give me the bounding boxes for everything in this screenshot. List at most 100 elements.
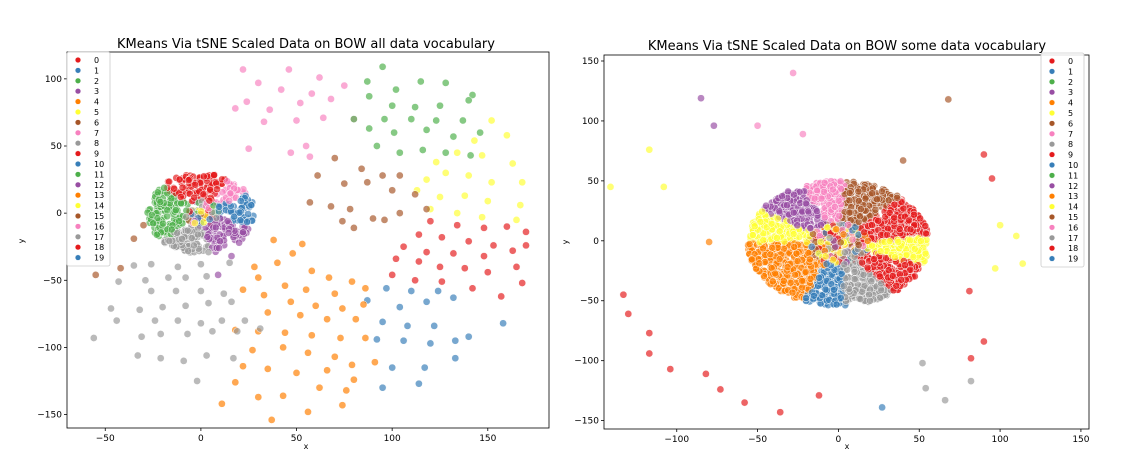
data-point-cluster-7 xyxy=(231,104,240,113)
data-point-cluster-0 xyxy=(464,237,473,246)
data-point-cluster-9 xyxy=(776,408,785,417)
data-point-cluster-14 xyxy=(917,237,925,245)
data-point-cluster-2 xyxy=(464,96,473,105)
data-point-cluster-18 xyxy=(916,214,924,223)
data-point-cluster-4 xyxy=(359,300,368,309)
x-tick-label: 50 xyxy=(291,434,303,444)
data-point-cluster-17 xyxy=(839,282,848,291)
data-point-cluster-13 xyxy=(779,277,788,285)
data-point-cluster-13 xyxy=(863,236,872,245)
data-point-cluster-17 xyxy=(967,377,975,385)
y-tick-label: 150 xyxy=(582,57,599,67)
data-point-cluster-9 xyxy=(888,272,897,280)
data-point-cluster-2 xyxy=(378,62,387,71)
y-ticks: −150 −100 −50 0 50 100 xyxy=(37,75,67,421)
data-point-cluster-12 xyxy=(211,223,220,232)
data-point-cluster-13 xyxy=(839,230,848,239)
data-point-cluster-9 xyxy=(858,258,866,267)
data-point-cluster-2 xyxy=(441,148,450,157)
data-point-cluster-10 xyxy=(235,208,244,217)
data-point-cluster-5 xyxy=(659,183,668,191)
data-point-cluster-13 xyxy=(788,288,797,297)
data-point-cluster-1 xyxy=(373,335,381,344)
data-point-cluster-13 xyxy=(798,283,807,292)
data-point-cluster-1 xyxy=(464,332,473,341)
data-point-cluster-17 xyxy=(877,286,886,294)
data-point-cluster-8 xyxy=(218,316,226,325)
legend-label: 5 xyxy=(1068,109,1073,118)
data-point-cluster-11 xyxy=(152,230,161,239)
data-point-cluster-4 xyxy=(248,346,257,354)
data-point-cluster-10 xyxy=(815,273,823,282)
y-tick-label: 50 xyxy=(588,177,600,187)
data-point-cluster-15 xyxy=(313,171,322,180)
data-point-cluster-5 xyxy=(460,191,469,200)
data-point-cluster-5 xyxy=(453,209,462,217)
legend-label: 15 xyxy=(94,212,104,221)
data-point-cluster-15 xyxy=(884,196,893,205)
legend-swatch xyxy=(1048,141,1055,148)
data-point-cluster-15 xyxy=(346,205,354,213)
data-point-cluster-17 xyxy=(866,296,874,305)
data-point-cluster-5 xyxy=(512,216,521,224)
legend-swatch xyxy=(74,57,81,64)
data-point-cluster-4 xyxy=(279,343,287,352)
data-point-cluster-8 xyxy=(197,287,205,295)
data-point-cluster-15 xyxy=(856,205,865,213)
data-point-cluster-15 xyxy=(845,189,854,197)
data-point-cluster-2 xyxy=(388,101,397,110)
legend-swatch xyxy=(74,160,81,167)
data-point-cluster-15 xyxy=(854,241,863,249)
data-point-cluster-2 xyxy=(392,85,400,94)
data-point-cluster-16 xyxy=(820,178,829,187)
legend-label: 18 xyxy=(94,243,104,252)
data-point-cluster-4 xyxy=(307,267,316,275)
data-point-cluster-4 xyxy=(281,328,289,337)
data-point-cluster-5 xyxy=(516,201,525,209)
legend-swatch xyxy=(1048,68,1055,75)
legend-label: 12 xyxy=(94,181,104,190)
data-point-cluster-8 xyxy=(197,260,205,269)
data-point-cluster-13 xyxy=(791,271,799,279)
data-point-cluster-0 xyxy=(438,233,446,242)
legend-label: 7 xyxy=(1068,130,1073,139)
data-point-cluster-4 xyxy=(279,391,287,400)
legend-swatch xyxy=(74,88,81,95)
data-point-cluster-0 xyxy=(512,263,521,271)
data-point-cluster-18 xyxy=(175,175,184,184)
data-point-cluster-17 xyxy=(941,396,949,405)
data-point-cluster-9 xyxy=(619,290,628,299)
data-point-cluster-2 xyxy=(363,77,372,86)
data-point-cluster-4 xyxy=(296,311,305,320)
data-point-cluster-7 xyxy=(307,89,316,98)
data-point-cluster-12 xyxy=(816,221,825,229)
data-point-cluster-5 xyxy=(503,131,511,140)
data-point-cluster-5 xyxy=(756,217,765,226)
data-point-cluster-13 xyxy=(801,268,810,276)
legend-swatch xyxy=(74,77,81,84)
legend-swatch xyxy=(1048,58,1055,65)
data-point-cluster-4 xyxy=(231,378,240,387)
legend-label: 19 xyxy=(1068,255,1078,264)
data-point-cluster-12 xyxy=(227,252,236,260)
data-point-cluster-13 xyxy=(793,257,802,265)
data-point-cluster-9 xyxy=(716,385,725,394)
data-point-cluster-18 xyxy=(205,196,214,205)
data-point-cluster-4 xyxy=(315,383,324,392)
legend-swatch xyxy=(74,108,81,115)
chart-title: KMeans Via tSNE Scaled Data on BOW some … xyxy=(648,39,1046,54)
x-axis-label: x xyxy=(304,442,309,451)
data-point-cluster-10 xyxy=(836,294,845,302)
data-point-cluster-2 xyxy=(432,116,441,125)
data-point-cluster-7 xyxy=(327,95,335,103)
data-point-cluster-1 xyxy=(426,339,435,348)
data-point-cluster-18 xyxy=(210,171,218,180)
legend-swatch xyxy=(1048,130,1055,137)
data-point-cluster-16 xyxy=(835,212,844,220)
data-point-cluster-8 xyxy=(233,327,242,336)
data-point-cluster-10 xyxy=(236,197,245,205)
data-point-cluster-10 xyxy=(244,210,253,218)
data-point-cluster-13 xyxy=(786,278,795,287)
data-point-cluster-15 xyxy=(893,193,901,202)
